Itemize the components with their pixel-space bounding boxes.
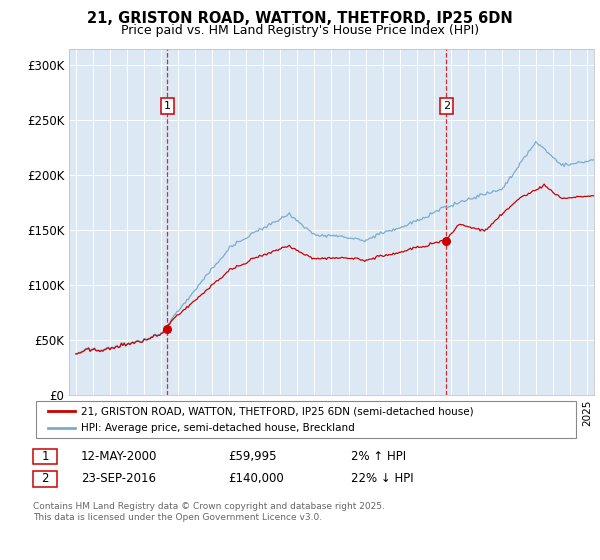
Text: Contains HM Land Registry data © Crown copyright and database right 2025.
This d: Contains HM Land Registry data © Crown c…	[33, 502, 385, 522]
Text: 22% ↓ HPI: 22% ↓ HPI	[351, 472, 413, 486]
Text: 12-MAY-2000: 12-MAY-2000	[81, 450, 157, 463]
Text: £140,000: £140,000	[228, 472, 284, 486]
Text: Price paid vs. HM Land Registry's House Price Index (HPI): Price paid vs. HM Land Registry's House …	[121, 24, 479, 36]
Text: 23-SEP-2016: 23-SEP-2016	[81, 472, 156, 486]
Text: 1: 1	[41, 450, 49, 463]
Text: 1: 1	[164, 101, 171, 111]
Text: £59,995: £59,995	[228, 450, 277, 463]
Text: 2: 2	[41, 472, 49, 486]
Text: HPI: Average price, semi-detached house, Breckland: HPI: Average price, semi-detached house,…	[81, 423, 355, 432]
Text: 21, GRISTON ROAD, WATTON, THETFORD, IP25 6DN: 21, GRISTON ROAD, WATTON, THETFORD, IP25…	[87, 11, 513, 26]
Text: 2% ↑ HPI: 2% ↑ HPI	[351, 450, 406, 463]
Text: 2: 2	[443, 101, 450, 111]
Text: 21, GRISTON ROAD, WATTON, THETFORD, IP25 6DN (semi-detached house): 21, GRISTON ROAD, WATTON, THETFORD, IP25…	[81, 407, 473, 416]
